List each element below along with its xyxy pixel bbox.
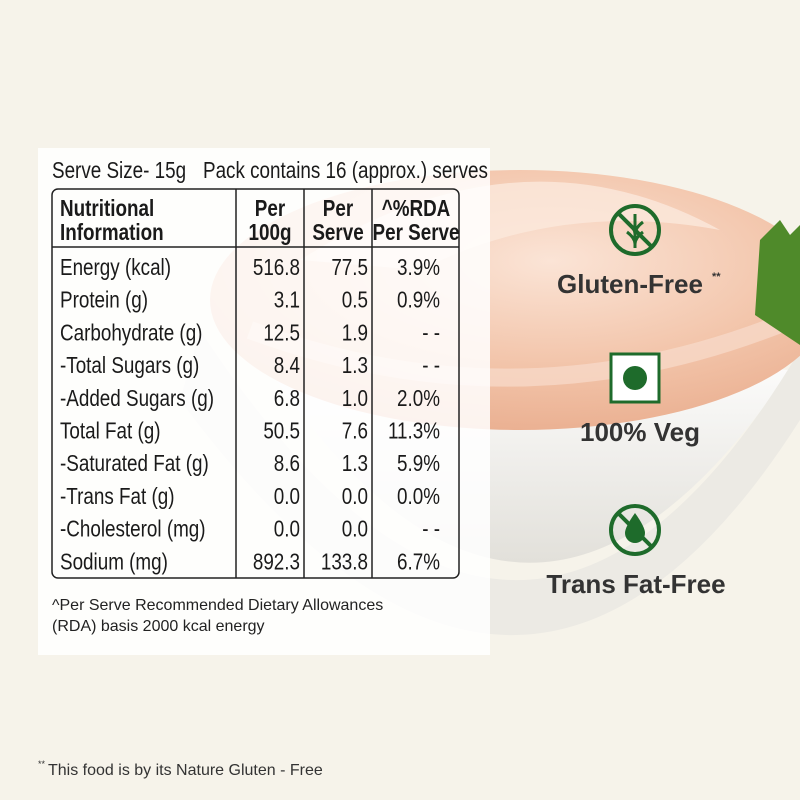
- value-cell: 6.8: [274, 386, 300, 411]
- value-cell: 5.9%: [397, 452, 440, 477]
- value-cell: 8.4: [274, 353, 300, 378]
- bottom-note: This food is by its Nature Gluten - Free: [48, 762, 323, 779]
- value-cell: 1.3: [342, 353, 368, 378]
- nutrient-cell: Protein (g): [60, 288, 148, 313]
- value-cell: 892.3: [253, 550, 300, 575]
- value-cell: 77.5: [331, 255, 368, 280]
- header-cell: ^%RDA: [382, 196, 451, 221]
- value-cell: 12.5: [263, 321, 300, 346]
- serve-size: Serve Size- 15g: [52, 158, 186, 183]
- value-cell: 7.6: [342, 419, 368, 444]
- value-cell: - -: [422, 517, 440, 542]
- nutrient-cell: Sodium (mg): [60, 550, 168, 575]
- header-cell: Per Serve: [373, 220, 460, 245]
- value-cell: 0.5: [342, 288, 368, 313]
- nutrient-cell: -Cholesterol (mg): [60, 517, 206, 542]
- header-cell: 100g: [249, 220, 292, 245]
- value-cell: 0.0: [342, 517, 368, 542]
- value-cell: 0.0: [274, 484, 300, 509]
- value-cell: 11.3%: [388, 419, 440, 444]
- trans-fat-icon: [609, 504, 661, 556]
- value-cell: 133.8: [321, 550, 368, 575]
- nutrient-cell: Energy (kcal): [60, 255, 171, 280]
- value-cell: 3.1: [274, 288, 300, 313]
- gluten-free-icon: [609, 204, 661, 256]
- header-cell: Information: [60, 220, 164, 245]
- nutrient-cell: -Saturated Fat (g): [60, 452, 209, 477]
- value-cell: 0.0: [274, 517, 300, 542]
- header-cell: Nutritional: [60, 196, 154, 221]
- value-cell: 1.3: [342, 452, 368, 477]
- value-cell: 0.0: [342, 484, 368, 509]
- header-cell: Per: [255, 196, 285, 221]
- value-cell: 6.7%: [397, 550, 440, 575]
- badge-label: Trans Fat-Free: [546, 569, 725, 599]
- serve-header: Serve Size- 15g Pack contains 16 (approx…: [52, 158, 488, 183]
- value-cell: 516.8: [253, 255, 300, 280]
- value-cell: 0.0%: [397, 484, 440, 509]
- nutrient-cell: -Trans Fat (g): [60, 484, 174, 509]
- nutrient-cell: Carbohydrate (g): [60, 321, 202, 346]
- badge-label: 100% Veg: [580, 417, 700, 447]
- pack-info: Pack contains 16 (approx.) serves: [203, 158, 488, 183]
- value-cell: - -: [422, 353, 440, 378]
- bowl-image: [38, 148, 800, 655]
- nutrient-cell: -Added Sugars (g): [60, 386, 214, 411]
- note-mark: **: [38, 759, 46, 769]
- value-cell: 0.9%: [397, 288, 440, 313]
- value-cell: 50.5: [263, 419, 300, 444]
- value-cell: 2.0%: [397, 386, 440, 411]
- header-cell: Serve: [312, 220, 363, 245]
- footnote: ^Per Serve Recommended Dietary Allowance…: [52, 597, 383, 635]
- value-cell: 8.6: [274, 452, 300, 477]
- nutrition-table: NutritionalInformationPer100gPerServe^%R…: [51, 188, 460, 579]
- nutrient-cell: Total Fat (g): [60, 419, 161, 444]
- value-cell: - -: [422, 321, 440, 346]
- header-cell: Per: [323, 196, 353, 221]
- footnote-line: (RDA) basis 2000 kcal energy: [52, 618, 265, 635]
- footnote-line: ^Per Serve Recommended Dietary Allowance…: [52, 597, 383, 614]
- badge-mark: **: [712, 271, 721, 283]
- value-cell: 3.9%: [397, 255, 440, 280]
- nutrient-cell: -Total Sugars (g): [60, 353, 199, 378]
- veg-icon: [609, 352, 661, 404]
- badge-label: Gluten-Free: [557, 269, 703, 299]
- value-cell: 1.0: [342, 386, 368, 411]
- value-cell: 1.9: [342, 321, 368, 346]
